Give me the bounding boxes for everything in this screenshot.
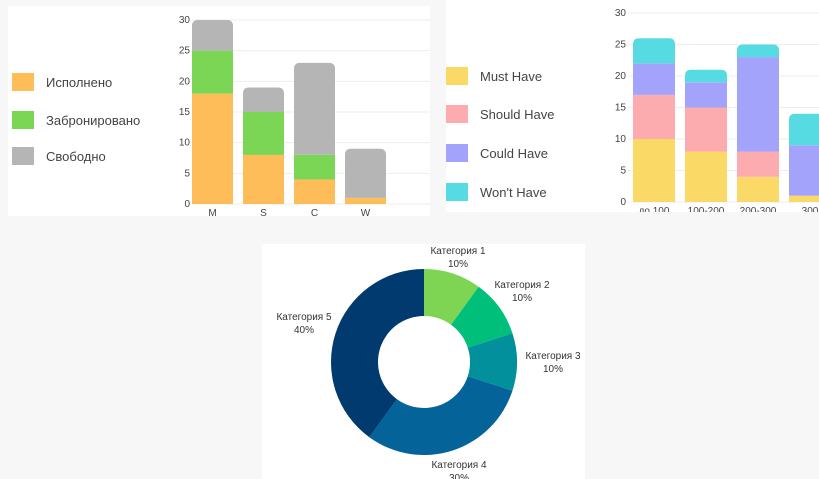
bar-w-исполнено (345, 197, 386, 204)
legend-priority: Must Have Should Have Could Have Won't H… (446, 0, 596, 201)
bar-до-100-won-t-have (633, 38, 675, 64)
legend-label-free: Свободно (46, 148, 106, 164)
legend-swatch-wont-have (446, 183, 468, 201)
bar-до-100-should-have (633, 94, 675, 139)
legend-label-should-have: Should Have (480, 106, 555, 122)
bar-300-could-have (789, 145, 819, 196)
donut-slice-2 (451, 286, 513, 348)
slice-value-label-4: 30% (449, 473, 469, 479)
legend-label-must-have: Must Have (480, 68, 543, 84)
bar-s-забронировано (243, 112, 284, 155)
legend-item-should-have: Should Have (446, 105, 554, 123)
y-tick-label: 15 (179, 107, 191, 118)
legend-item-must-have: Must Have (446, 67, 542, 85)
bar-300-won-t-have (789, 113, 819, 146)
donut-slice-5 (331, 269, 424, 438)
y-tick-label: 25 (179, 46, 191, 57)
legend-booking: Исполнено Забронировано Свободно (12, 6, 182, 206)
legend-swatch-free (12, 147, 34, 165)
bar-100-200-won-t-have (685, 69, 727, 83)
legend-item-reserved: Забронировано (12, 111, 140, 129)
slice-label-1: Категория 1 (430, 246, 486, 257)
x-tick-label: 200-300 (740, 206, 777, 212)
x-tick-label: M (208, 208, 216, 216)
legend-label-wont-have: Won't Have (480, 184, 547, 200)
donut-slice-4 (369, 376, 513, 455)
slice-label-4: Категория 4 (431, 460, 487, 471)
bar-c-свободно (294, 62, 335, 155)
bar-200-300-won-t-have (737, 44, 779, 58)
y-tick-label: 0 (184, 199, 190, 210)
bar-chart-priority: 0 5 10 15 20 25 30 до 100 100-200 200-300 300 (615, 8, 819, 212)
x-tick-label: W (361, 208, 371, 216)
y-tick-label: 10 (615, 134, 627, 145)
bar-300-must-have (789, 195, 819, 202)
legend-swatch-completed (12, 73, 34, 91)
bar-200-300-should-have (737, 151, 779, 177)
y-tick-label: 5 (184, 168, 190, 179)
chart-panel-booking: Исполнено Забронировано Свободно 0 5 10 15 2… (8, 6, 430, 216)
slice-label-3: Категория 3 (525, 351, 581, 362)
slice-value-label-2: 10% (512, 293, 532, 304)
slice-value-label-1: 10% (448, 259, 468, 270)
y-tick-label: 30 (179, 15, 191, 26)
bar-w-свободно (345, 148, 386, 198)
x-tick-label: 100-200 (688, 206, 725, 212)
slice-label-5: Категория 5 (276, 312, 332, 323)
y-tick-label: 30 (615, 8, 627, 19)
legend-label-could-have: Could Have (480, 145, 548, 161)
legend-label-reserved: Забронировано (46, 112, 141, 128)
slice-label-2: Категория 2 (494, 280, 550, 291)
x-tick-label: C (311, 208, 318, 216)
bar-200-300-could-have (737, 57, 779, 152)
y-tick-label: 0 (620, 197, 626, 208)
donut-chart-categories: Категория 1 10% Категория 2 10% Категория 3 1… (276, 246, 581, 479)
x-tick-label: S (260, 208, 267, 216)
bar-100-200-could-have (685, 82, 727, 108)
bar-s-свободно (243, 87, 284, 112)
legend-swatch-reserved (12, 111, 34, 129)
legend-item-free: Свободно (12, 147, 106, 165)
x-tick-label: до 100 (639, 206, 670, 212)
legend-item-wont-have: Won't Have (446, 183, 547, 201)
bar-s-исполнено (243, 154, 284, 204)
legend-swatch-could-have (446, 144, 468, 162)
bar-до-100-could-have (633, 63, 675, 95)
y-tick-label: 5 (620, 166, 626, 177)
x-tick-label: 300 (802, 206, 819, 212)
bar-chart-booking: 0 5 10 15 20 25 30 M S C W (179, 15, 430, 216)
chart-panel-categories: Категория 1 10% Категория 2 10% Категория 3 1… (262, 244, 585, 479)
bar-m-свободно (192, 20, 233, 51)
bar-до-100-must-have (633, 139, 675, 202)
slice-value-label-3: 10% (543, 364, 563, 375)
bar-100-200-should-have (685, 107, 727, 152)
y-tick-label: 20 (179, 76, 191, 87)
legend-swatch-must-have (446, 67, 468, 85)
y-tick-label: 25 (615, 40, 627, 51)
bar-200-300-must-have (737, 176, 779, 202)
bar-m-исполнено (192, 93, 233, 204)
y-tick-label: 10 (179, 138, 191, 149)
y-tick-label: 20 (615, 71, 627, 82)
bar-c-забронировано (294, 154, 335, 180)
y-tick-label: 15 (615, 103, 627, 114)
bar-m-забронировано (192, 50, 233, 94)
donut-slice-3 (467, 333, 517, 391)
chart-panel-priority: Must Have Should Have Could Have Won't H… (446, 0, 819, 212)
slice-value-label-5: 40% (294, 325, 314, 336)
donut-slice-1 (424, 269, 479, 325)
bar-100-200-must-have (685, 151, 727, 202)
legend-label-completed: Исполнено (46, 74, 113, 90)
bar-c-исполнено (294, 179, 335, 204)
legend-item-completed: Исполнено (12, 73, 112, 91)
legend-item-could-have: Could Have (446, 144, 548, 162)
legend-swatch-should-have (446, 105, 468, 123)
